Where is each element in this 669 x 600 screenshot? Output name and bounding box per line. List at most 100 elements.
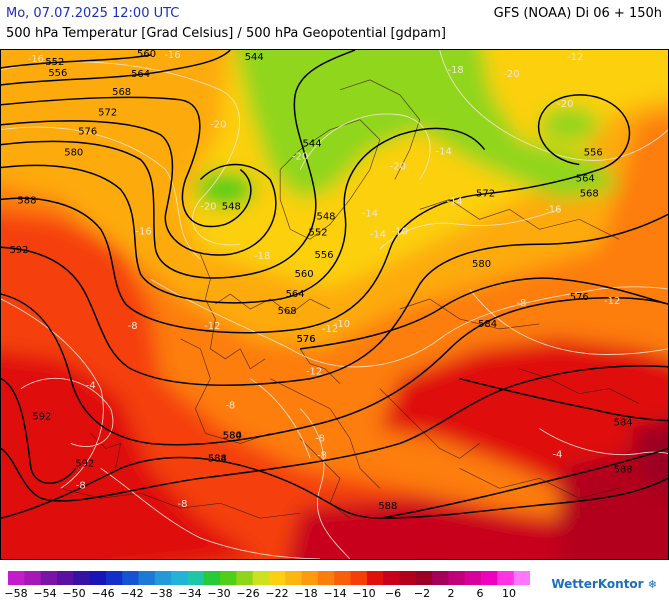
legend-label: −54: [33, 587, 57, 600]
legend-label: 2: [447, 587, 455, 600]
legend-swatch: [481, 571, 498, 585]
temperature-label: -8: [315, 433, 325, 444]
temperature-label: -14: [436, 147, 452, 158]
temperature-label: -20: [557, 99, 573, 110]
geopotential-label: 544: [303, 139, 322, 150]
geopotential-label: 560: [137, 49, 156, 60]
legend-swatch: [138, 571, 156, 585]
legend-label: −26: [236, 587, 260, 600]
geopotential-label: 552: [45, 57, 64, 68]
geopotential-label: 568: [278, 306, 297, 317]
geopotential-label: 576: [570, 292, 589, 303]
geopotential-label: 572: [476, 188, 495, 199]
legend-swatch: [366, 571, 384, 585]
geopotential-label: 576: [297, 334, 316, 345]
temperature-label: -8: [225, 401, 235, 412]
legend-label: 10: [502, 587, 516, 600]
temperature-label: -16: [545, 204, 561, 215]
geopotential-label: 592: [9, 245, 28, 256]
model-run: GFS (NOAA) Di 06 + 150h: [493, 6, 662, 21]
temperature-label: -20: [200, 201, 216, 212]
color-legend: [8, 571, 530, 585]
temperature-labels: -16 -16 -20 -20 -20 -20 -18 -20 -20 -18 -16 -14 -16 -…: [28, 50, 621, 510]
geopotential-label: 560: [295, 269, 314, 280]
legend-label: −10: [352, 587, 376, 600]
legend-label: −30: [207, 587, 231, 600]
legend-swatch: [236, 571, 254, 585]
legend-label: −14: [323, 587, 347, 600]
geopotential-label: 564: [576, 173, 595, 184]
legend-swatch: [122, 571, 139, 585]
legend-swatch: [334, 571, 352, 585]
geopotential-label: 588: [17, 195, 36, 206]
temperature-isotherms: [1, 50, 668, 559]
temperature-label: -20: [390, 162, 406, 173]
legend-swatch: [285, 571, 303, 585]
temperature-label: -8: [177, 499, 187, 510]
legend-label: −50: [62, 587, 86, 600]
legend-swatch: [171, 571, 188, 585]
temperature-label: -4: [552, 449, 562, 460]
legend-swatch: [497, 571, 515, 585]
temperature-label: -4: [86, 381, 96, 392]
coastlines: [60, 79, 640, 519]
temperature-label: -14: [362, 208, 378, 219]
temperature-label: -8: [317, 450, 327, 461]
legend-swatch: [8, 571, 25, 585]
legend-label: −6: [384, 587, 402, 600]
snowflake-icon: ❄: [647, 578, 657, 591]
geopotential-contours: [1, 50, 668, 519]
temperature-label: -12: [567, 52, 583, 63]
temperature-label: -16: [164, 50, 180, 61]
legend-swatch: [154, 571, 172, 585]
temperature-label: -12: [204, 321, 220, 332]
legend-swatch: [317, 571, 335, 585]
legend-label: −22: [265, 587, 289, 600]
geopotential-label: 552: [309, 227, 328, 238]
legend-swatch: [513, 571, 530, 585]
legend-swatch: [73, 571, 91, 585]
temperature-label: -12: [306, 367, 322, 378]
legend-label: −2: [413, 587, 431, 600]
legend-swatch: [415, 571, 433, 585]
legend-swatch: [383, 571, 400, 585]
temperature-label: -16: [28, 54, 44, 65]
legend-label: −34: [178, 587, 202, 600]
geopotential-label: 592: [75, 458, 94, 469]
legend-swatch: [464, 571, 482, 585]
geopotential-label: 548: [222, 201, 241, 212]
temperature-label: -18: [254, 251, 270, 262]
geopotential-label: 580: [64, 148, 83, 159]
map-title: 500 hPa Temperatur [Grad Celsius] / 500 …: [6, 26, 447, 41]
temperature-label: -20: [292, 152, 308, 163]
temperature-field: [1, 50, 668, 559]
legend-swatch: [350, 571, 368, 585]
legend-swatch: [40, 571, 58, 585]
temperature-label: -18: [448, 65, 464, 76]
legend-label: −58: [4, 587, 28, 600]
geopotential-label: 584: [478, 319, 497, 330]
legend-labels: −58 −54 −50 −46 −42 −38 −34 −30 −26 −22 −18 −14 −10−…: [4, 587, 538, 600]
temperature-label: -8: [76, 480, 86, 491]
geopotential-label: 584: [614, 418, 633, 429]
geopotential-label: 548: [317, 211, 336, 222]
geopotential-label: 564: [131, 69, 150, 80]
geopotential-label: 556: [315, 250, 334, 261]
legend-label: −42: [120, 587, 144, 600]
legend-swatch: [252, 571, 270, 585]
legend-label: −38: [149, 587, 173, 600]
temperature-label: -10: [334, 319, 350, 330]
geopotential-label: 588: [208, 453, 227, 464]
geopotential-label: 588: [614, 464, 633, 475]
legend-swatch: [432, 571, 449, 585]
legend-label: −46: [91, 587, 115, 600]
legend-swatch: [399, 571, 417, 585]
brand-logo: WetterKontor ❄: [551, 577, 657, 591]
temperature-label: -8: [128, 321, 138, 332]
legend-swatch: [89, 571, 107, 585]
legend-swatch: [187, 571, 205, 585]
geopotential-label: 576: [78, 127, 97, 138]
legend-swatch: [269, 571, 286, 585]
legend-swatch: [448, 571, 466, 585]
geopotential-label: 584: [223, 430, 242, 441]
